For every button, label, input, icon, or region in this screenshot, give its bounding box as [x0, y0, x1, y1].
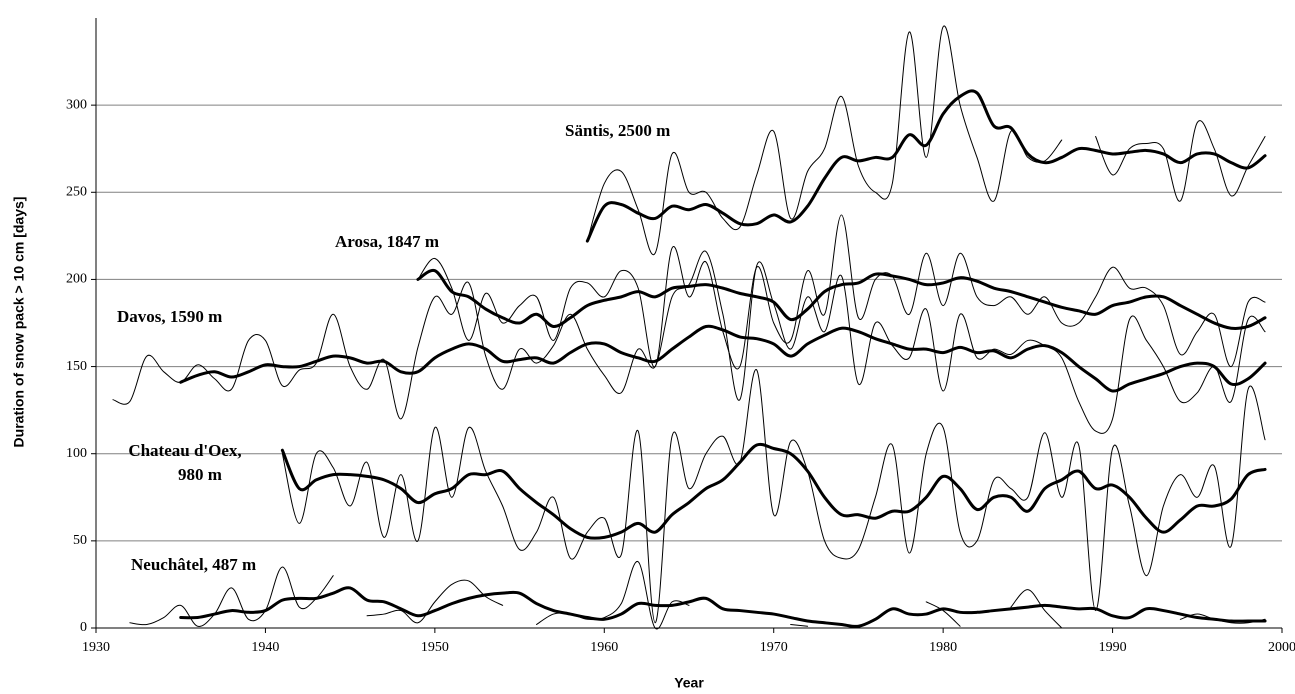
- x-tick-label: 1940: [251, 640, 279, 655]
- annotation: Chateau d'Oex,: [128, 441, 241, 460]
- annotation: Davos, 1590 m: [117, 307, 222, 326]
- annotation: 980 m: [178, 465, 222, 484]
- series-line: [179, 586, 1267, 628]
- y-tick-label: 300: [66, 97, 87, 112]
- x-tick-label: 1970: [760, 640, 788, 655]
- series-line: [417, 214, 1266, 370]
- series-line: [280, 442, 1267, 540]
- series-line: [112, 250, 1266, 434]
- series-line: [585, 89, 1267, 243]
- annotation: Neuchâtel, 487 m: [131, 555, 256, 574]
- x-tick-label: 1980: [929, 640, 957, 655]
- y-axis-title: Duration of snow pack > 10 cm [days]: [11, 197, 27, 448]
- series-line: [586, 25, 1266, 256]
- series-line: [129, 561, 1266, 630]
- x-tick-label: 2000: [1268, 640, 1295, 655]
- annotation: Arosa, 1847 m: [335, 232, 439, 251]
- y-tick-label: 200: [66, 272, 87, 287]
- y-tick-label: 0: [80, 620, 87, 635]
- y-tick-label: 100: [66, 446, 87, 461]
- y-tick-label: 50: [73, 533, 87, 548]
- x-tick-label: 1990: [1099, 640, 1127, 655]
- series-line: [281, 369, 1266, 624]
- annotation: Säntis, 2500 m: [565, 121, 670, 140]
- x-tick-label: 1950: [421, 640, 449, 655]
- y-tick-label: 150: [66, 359, 87, 374]
- y-tick-label: 250: [66, 185, 87, 200]
- x-tick-label: 1960: [590, 640, 618, 655]
- series-line: [416, 268, 1267, 330]
- x-axis-title: Year: [674, 675, 704, 691]
- x-tick-label: 1930: [82, 640, 110, 655]
- series-line: [179, 324, 1267, 393]
